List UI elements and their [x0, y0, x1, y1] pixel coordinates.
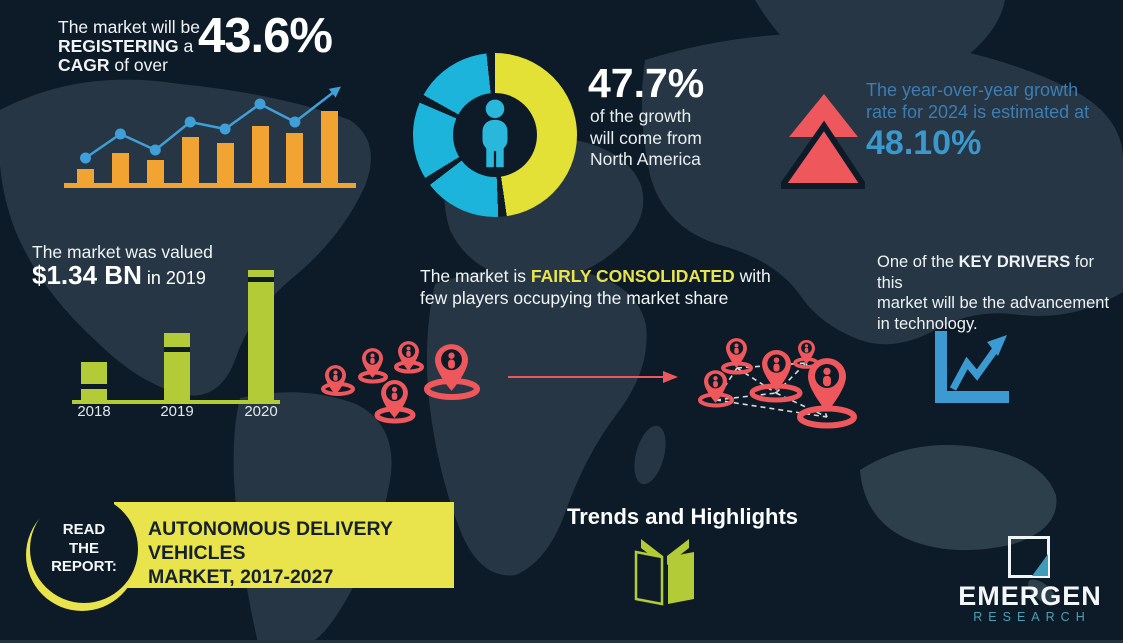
value-bar — [248, 270, 274, 400]
market-value-bar-chart: 2018 2019 2020 — [70, 262, 282, 420]
cagr-line3-bold: CAGR — [58, 55, 110, 75]
cagr-line2-bold: REGISTERING — [58, 36, 179, 56]
drivers-post: for this — [877, 253, 1095, 292]
brand-name: EMERGEN — [958, 581, 1102, 611]
scattered-pins-cluster — [321, 341, 480, 424]
valuation-value: $1.34 BN in 2019 — [32, 260, 206, 291]
drivers-line3: in technology. — [877, 314, 978, 333]
conso-pre: The market is — [420, 266, 531, 286]
na-share-text: of the growth will come from North Ameri… — [590, 106, 702, 171]
conso-line2: few players occupying the market share — [420, 287, 729, 308]
read-line3: REPORT: — [51, 558, 117, 576]
value-bar-label: 2018 — [77, 403, 111, 420]
trend-bar — [77, 169, 94, 183]
cagr-text: The market will be REGISTERING a CAGR of… — [58, 18, 200, 75]
report-banner: AUTONOMOUS DELIVERY VEHICLES MARKET, 201… — [114, 502, 454, 588]
yoy-line2: rate for 2024 is estimated at — [866, 102, 1090, 122]
na-line2: will come from — [590, 127, 702, 148]
na-line1: of the growth — [590, 106, 692, 126]
trend-bar — [146, 160, 164, 183]
value-bar-label: 2019 — [160, 403, 194, 420]
value-bar — [164, 333, 190, 400]
trend-bar — [111, 153, 129, 183]
location-pin-icon — [398, 341, 419, 371]
double-up-arrow-icon — [781, 94, 865, 189]
read-line2: THE — [69, 539, 99, 557]
report-title-line2: MARKET, 2017-2027 — [148, 566, 334, 588]
yoy-text: The year-over-year growth rate for 2024 … — [866, 79, 1089, 123]
book-icon — [634, 539, 694, 606]
na-share-value: 47.7% — [588, 60, 705, 106]
location-pin-icon — [704, 370, 727, 403]
trend-baseline — [64, 183, 356, 188]
consolidation-text: The market is FAIRLY CONSOLIDATED with f… — [420, 266, 771, 309]
growth-chart-icon — [935, 331, 1009, 403]
drivers-pre: One of the — [877, 253, 959, 271]
value-chart-baseline — [72, 400, 280, 404]
consolidation-arrow-icon — [508, 371, 678, 383]
cagr-bar-chart — [64, 84, 356, 190]
read-line1: READ — [62, 521, 106, 539]
valuation-amount: $1.34 BN — [32, 260, 142, 290]
trends-title: Trends and Highlights — [567, 504, 799, 529]
valuation-line1: The market was valued — [32, 242, 213, 262]
footer-strip — [0, 640, 1123, 643]
trend-bar — [321, 111, 339, 183]
trend-bar — [286, 133, 304, 183]
value-bar-stripe — [164, 347, 190, 352]
key-drivers-text: One of the KEY DRIVERS for this market w… — [877, 252, 1123, 334]
logo-square-icon — [1008, 536, 1050, 578]
read-report-circle: READ THE REPORT: — [30, 495, 138, 603]
trend-bar — [216, 143, 234, 183]
value-bar — [81, 362, 107, 400]
report-title-line1: AUTONOMOUS DELIVERY VEHICLES — [148, 518, 393, 564]
drivers-bold: KEY DRIVERS — [958, 253, 1071, 271]
logo-corner-notch-icon — [1032, 554, 1048, 576]
value-bar-stripe — [248, 277, 274, 282]
yoy-line1: The year-over-year growth — [866, 80, 1079, 100]
person-icon — [482, 99, 508, 168]
location-pin-icon — [808, 358, 846, 412]
conso-highlight: FAIRLY CONSOLIDATED — [530, 266, 735, 286]
north-america-donut-chart — [413, 53, 577, 217]
trend-bar — [251, 126, 269, 183]
cagr-line2-rest: a — [178, 36, 194, 56]
cagr-line3-rest: of over — [109, 55, 168, 75]
report-banner-text: AUTONOMOUS DELIVERY VEHICLES MARKET, 201… — [148, 517, 454, 589]
trend-bar — [181, 137, 199, 183]
value-bar-label: 2020 — [244, 403, 278, 420]
cagr-line1: The market will be — [58, 17, 200, 37]
drivers-line2: market will be the advancement — [877, 294, 1110, 312]
brand-subname: RESEARCH — [973, 610, 1091, 624]
cagr-value: 43.6% — [198, 9, 333, 63]
trend-arrow-icon — [80, 86, 341, 164]
conso-post: with — [734, 266, 771, 286]
yoy-value: 48.10% — [866, 124, 982, 162]
valuation-year: in 2019 — [141, 268, 206, 288]
na-line3: North America — [590, 149, 701, 169]
value-bar-stripe — [81, 384, 107, 389]
location-pin-icon — [325, 365, 346, 395]
connected-pins-cluster — [698, 338, 857, 429]
